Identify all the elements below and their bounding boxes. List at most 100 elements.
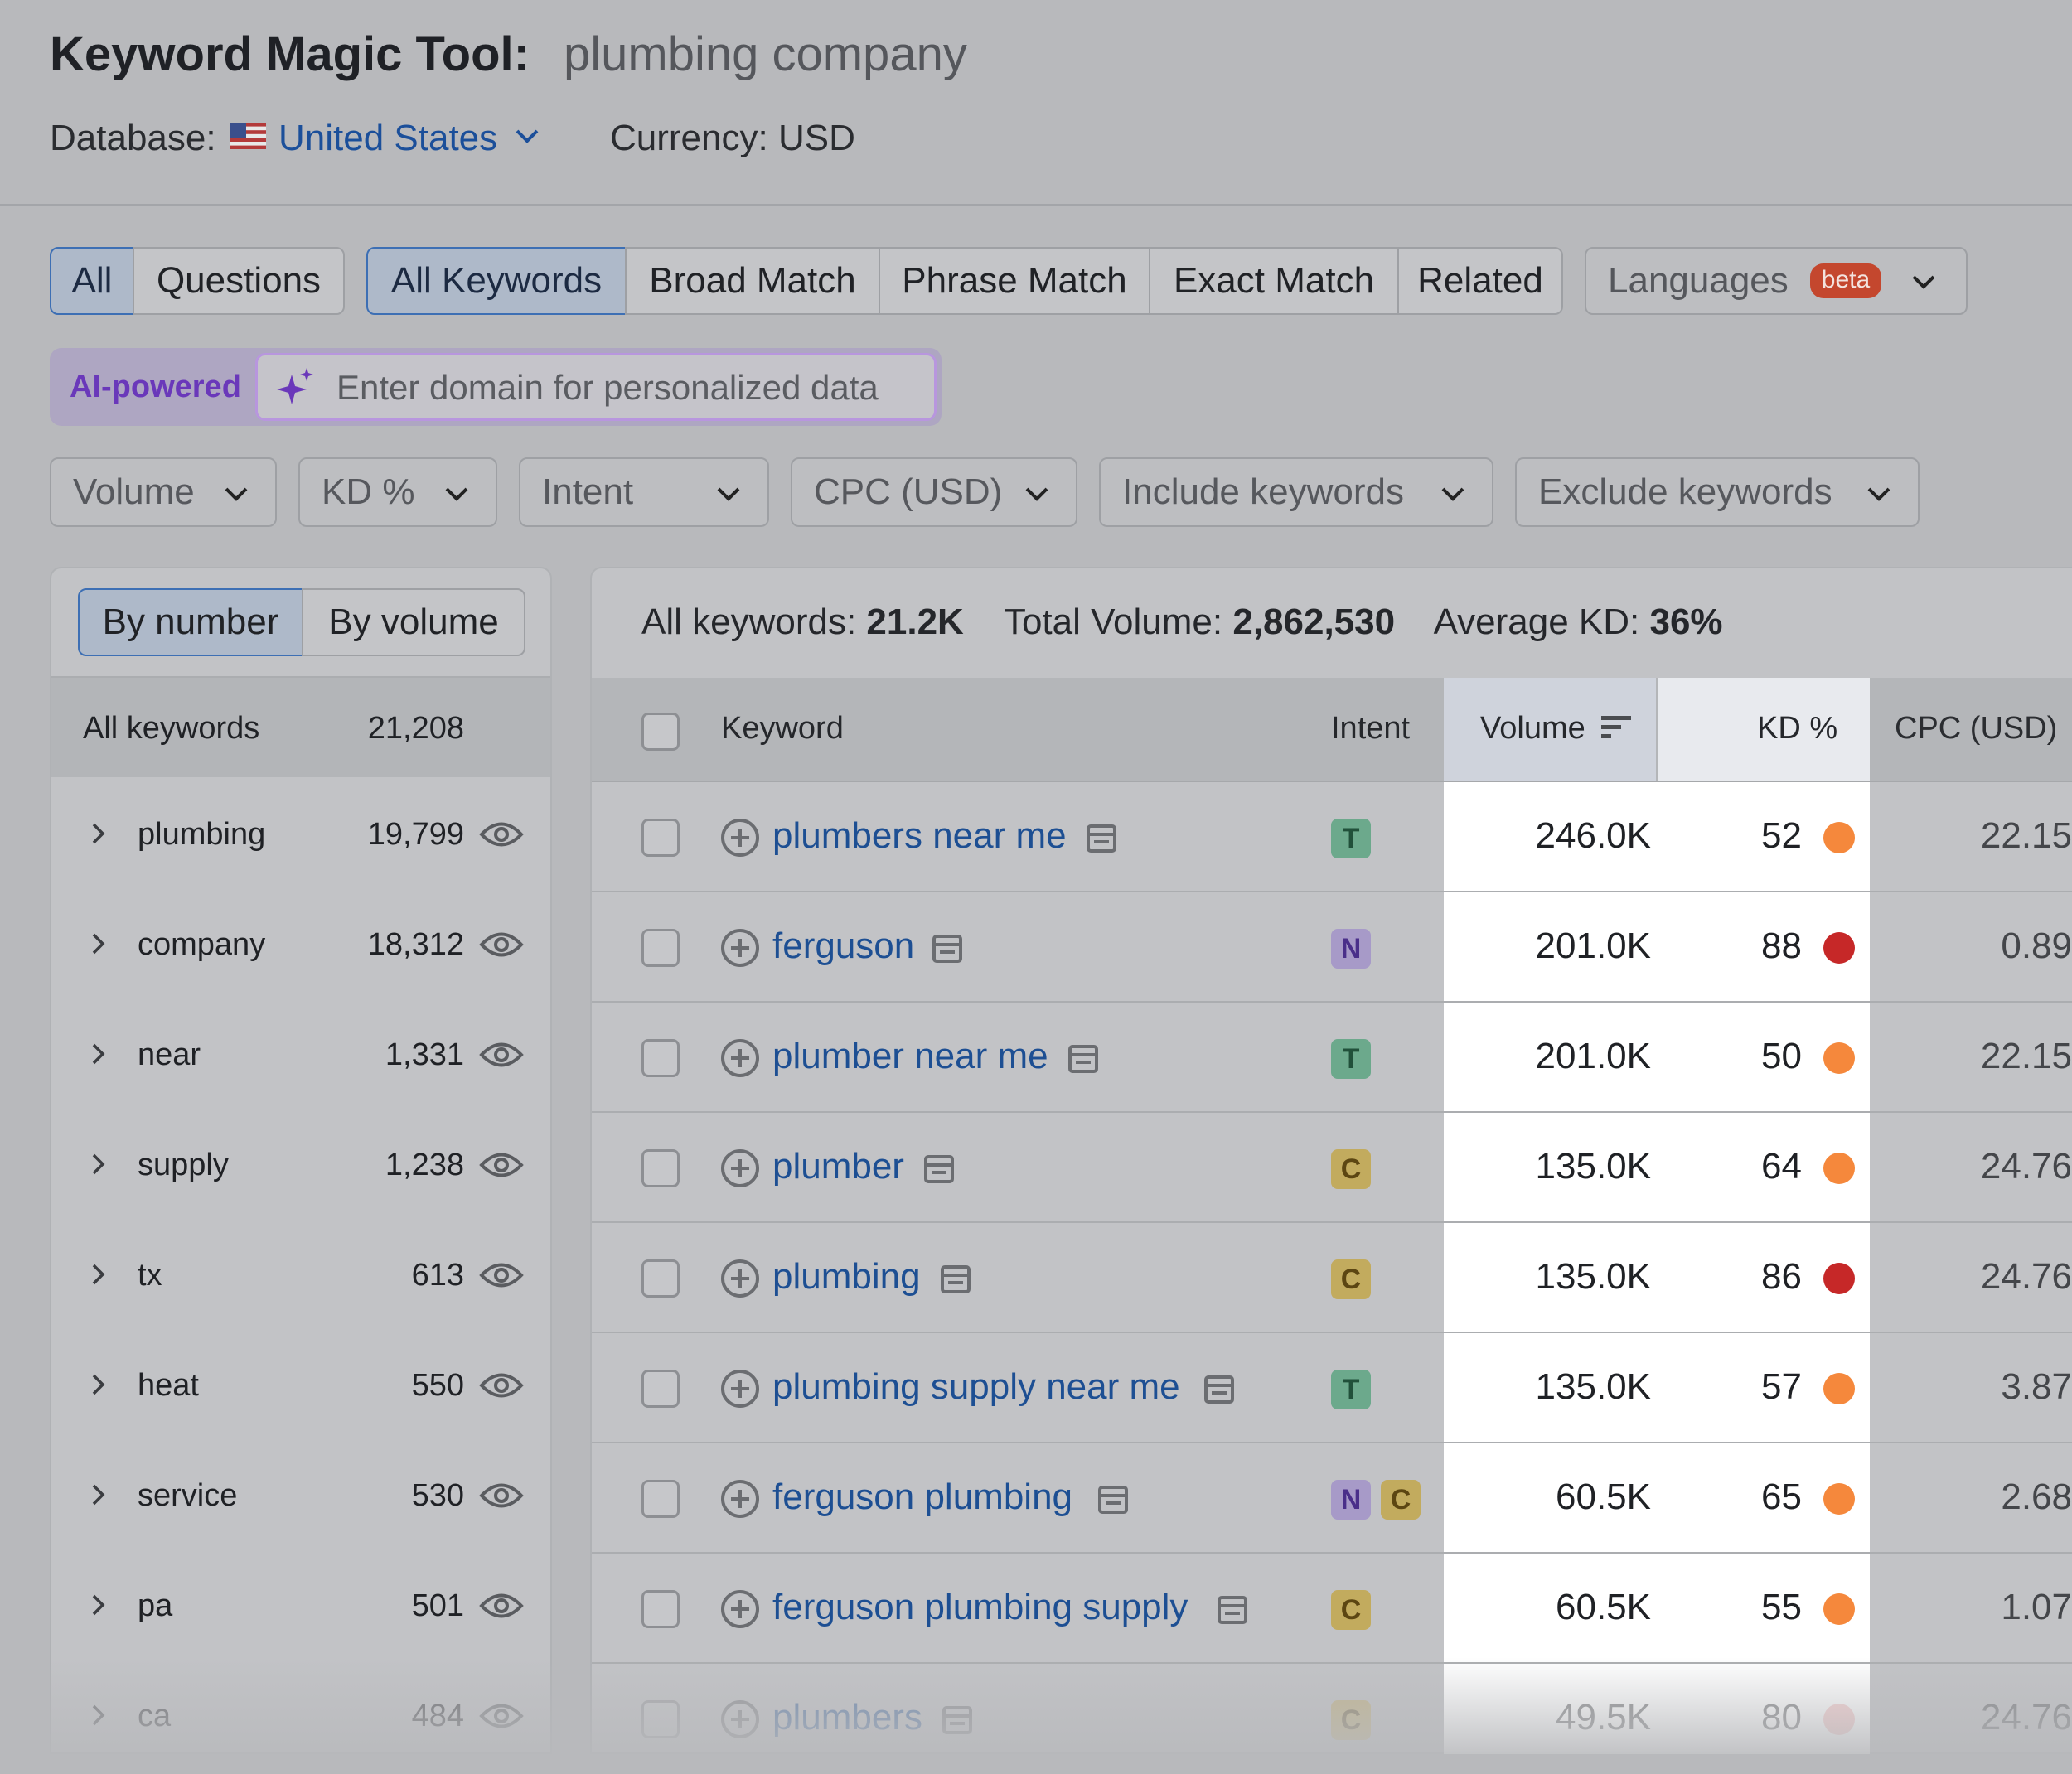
eye-icon[interactable] xyxy=(479,1700,524,1732)
sort-descending-icon[interactable] xyxy=(1601,714,1633,741)
group-item[interactable]: company 18,312 xyxy=(51,889,550,999)
keyword-link[interactable]: plumbing supply near me xyxy=(772,1366,1180,1407)
chevron-right-icon[interactable] xyxy=(90,819,108,848)
row-checkbox[interactable] xyxy=(641,1590,680,1628)
add-to-list-icon[interactable] xyxy=(719,1478,761,1520)
tab-all[interactable]: All xyxy=(50,247,134,315)
chevron-right-icon[interactable] xyxy=(90,1150,108,1178)
eye-icon[interactable] xyxy=(479,1590,524,1622)
add-to-list-icon[interactable] xyxy=(719,1148,761,1189)
group-item[interactable]: heat 550 xyxy=(51,1330,550,1440)
row-checkbox[interactable] xyxy=(641,1700,680,1738)
languages-dropdown[interactable]: Languages beta xyxy=(1585,247,1968,315)
keyword-link[interactable]: ferguson plumbing xyxy=(772,1477,1073,1517)
kd-value: 55 xyxy=(1761,1587,1802,1627)
intent-badge: T xyxy=(1331,819,1371,858)
keyword-link[interactable]: ferguson xyxy=(772,926,915,966)
kd-value: 86 xyxy=(1761,1256,1802,1297)
tab-exact-match[interactable]: Exact Match xyxy=(1149,247,1399,315)
keyword-link[interactable]: plumber near me xyxy=(772,1036,1048,1076)
add-to-list-icon[interactable] xyxy=(719,1368,761,1409)
eye-icon[interactable] xyxy=(479,1149,524,1181)
domain-input[interactable] xyxy=(255,353,937,421)
serp-icon[interactable] xyxy=(942,1705,973,1735)
kd-dot xyxy=(1823,1373,1855,1404)
group-item[interactable]: supply 1,238 xyxy=(51,1109,550,1220)
serp-icon[interactable] xyxy=(1203,1375,1235,1404)
by-number-toggle[interactable]: By number xyxy=(78,588,303,656)
row-checkbox[interactable] xyxy=(641,1039,680,1077)
group-item[interactable]: service 530 xyxy=(51,1440,550,1550)
kd-value: 64 xyxy=(1761,1146,1802,1187)
row-checkbox[interactable] xyxy=(641,1259,680,1298)
eye-icon[interactable] xyxy=(479,929,524,960)
tab-phrase-match[interactable]: Phrase Match xyxy=(879,247,1150,315)
chevron-right-icon[interactable] xyxy=(90,1701,108,1729)
cpc-filter[interactable]: CPC (USD) xyxy=(791,457,1077,527)
serp-icon[interactable] xyxy=(1217,1595,1248,1625)
chevron-down-icon[interactable] xyxy=(512,124,542,147)
database-dropdown[interactable]: United States xyxy=(278,118,498,158)
kd-column-header[interactable]: KD % xyxy=(1757,711,1838,746)
group-item[interactable]: ca 484 xyxy=(51,1660,550,1771)
add-to-list-icon[interactable] xyxy=(719,1037,761,1079)
include-keywords-filter[interactable]: Include keywords xyxy=(1099,457,1493,527)
group-count: 19,799 xyxy=(367,817,464,852)
cpc-column-header[interactable]: CPC (USD) xyxy=(1895,711,2058,746)
intent-filter[interactable]: Intent xyxy=(519,457,769,527)
tab-all-keywords[interactable]: All Keywords xyxy=(366,247,627,315)
exclude-keywords-filter[interactable]: Exclude keywords xyxy=(1515,457,1920,527)
group-item[interactable]: near 1,331 xyxy=(51,999,550,1109)
volume-column-header[interactable]: Volume xyxy=(1480,711,1585,746)
add-to-list-icon[interactable] xyxy=(719,1258,761,1299)
row-checkbox[interactable] xyxy=(641,1370,680,1408)
keyword-link[interactable]: ferguson plumbing supply xyxy=(772,1587,1188,1627)
eye-icon[interactable] xyxy=(479,1370,524,1401)
keyword-link[interactable]: plumbing xyxy=(772,1256,921,1297)
row-checkbox[interactable] xyxy=(641,929,680,967)
eye-icon[interactable] xyxy=(479,1039,524,1071)
intent-column-header[interactable]: Intent xyxy=(1331,711,1411,746)
row-checkbox[interactable] xyxy=(641,819,680,857)
serp-icon[interactable] xyxy=(932,934,963,964)
chevron-right-icon[interactable] xyxy=(90,1591,108,1619)
group-item[interactable]: plumbing 19,799 xyxy=(51,779,550,889)
row-checkbox[interactable] xyxy=(641,1480,680,1518)
chevron-right-icon[interactable] xyxy=(90,930,108,958)
tab-questions[interactable]: Questions xyxy=(133,247,345,315)
keyword-link[interactable]: plumber xyxy=(772,1146,904,1187)
add-to-list-icon[interactable] xyxy=(719,1588,761,1630)
keyword-column-header[interactable]: Keyword xyxy=(721,711,844,746)
divider xyxy=(592,781,2072,782)
tab-related[interactable]: Related xyxy=(1397,247,1563,315)
add-to-list-icon[interactable] xyxy=(719,817,761,858)
beta-badge: beta xyxy=(1809,263,1882,298)
eye-icon[interactable] xyxy=(479,1480,524,1511)
chevron-right-icon[interactable] xyxy=(90,1481,108,1509)
serp-icon[interactable] xyxy=(923,1154,955,1184)
all-keywords-group[interactable] xyxy=(51,678,550,777)
group-item[interactable]: pa 501 xyxy=(51,1550,550,1660)
serp-icon[interactable] xyxy=(940,1264,971,1294)
kd-filter[interactable]: KD % xyxy=(298,457,497,527)
divider xyxy=(592,1332,2072,1333)
serp-icon[interactable] xyxy=(1097,1485,1129,1515)
by-volume-toggle[interactable]: By volume xyxy=(302,588,525,656)
keyword-link[interactable]: plumbers near me xyxy=(772,815,1067,856)
volume-filter[interactable]: Volume xyxy=(50,457,277,527)
row-checkbox[interactable] xyxy=(641,1149,680,1187)
keyword-link[interactable]: plumbers xyxy=(772,1697,922,1738)
divider xyxy=(592,1001,2072,1003)
eye-icon[interactable] xyxy=(479,1259,524,1291)
select-all-checkbox[interactable] xyxy=(641,713,680,751)
add-to-list-icon[interactable] xyxy=(719,1699,761,1740)
group-item[interactable]: tx 613 xyxy=(51,1220,550,1330)
chevron-right-icon[interactable] xyxy=(90,1370,108,1399)
add-to-list-icon[interactable] xyxy=(719,927,761,969)
eye-icon[interactable] xyxy=(479,819,524,850)
chevron-right-icon[interactable] xyxy=(90,1040,108,1068)
tab-broad-match[interactable]: Broad Match xyxy=(625,247,880,315)
chevron-right-icon[interactable] xyxy=(90,1260,108,1288)
serp-icon[interactable] xyxy=(1067,1044,1099,1074)
serp-icon[interactable] xyxy=(1086,824,1117,853)
